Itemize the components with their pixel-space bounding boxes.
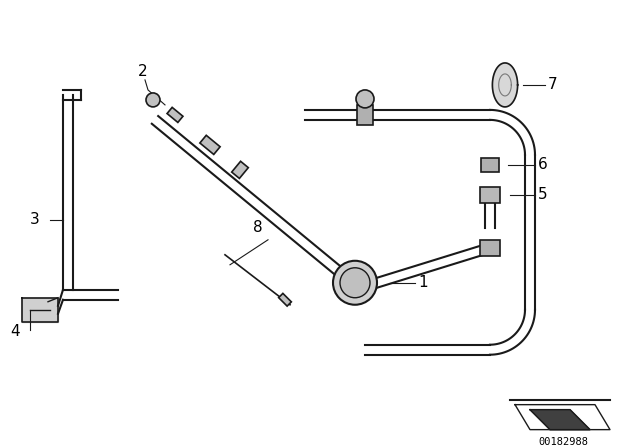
Polygon shape (278, 293, 291, 306)
Polygon shape (22, 298, 58, 322)
Circle shape (146, 93, 160, 107)
Text: 4: 4 (10, 324, 20, 339)
Text: 5: 5 (538, 187, 548, 202)
Circle shape (356, 90, 374, 108)
Polygon shape (232, 161, 248, 178)
Polygon shape (480, 240, 500, 256)
Polygon shape (530, 409, 590, 430)
Polygon shape (357, 105, 373, 125)
Text: 00182988: 00182988 (538, 437, 588, 447)
Text: 7: 7 (548, 78, 557, 92)
Circle shape (340, 268, 370, 298)
Text: 6: 6 (538, 157, 548, 172)
Text: 8: 8 (253, 220, 263, 235)
Text: 1: 1 (418, 275, 428, 290)
Polygon shape (167, 108, 183, 122)
Text: 3: 3 (30, 212, 40, 227)
Polygon shape (481, 158, 499, 172)
Circle shape (333, 261, 377, 305)
Polygon shape (480, 187, 500, 203)
Polygon shape (492, 63, 518, 107)
Text: 2: 2 (138, 65, 148, 79)
Polygon shape (200, 135, 220, 155)
